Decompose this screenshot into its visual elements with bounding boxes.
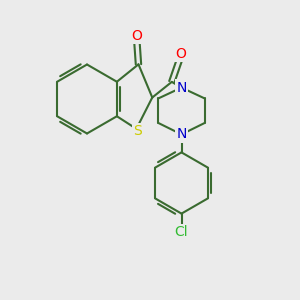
Text: N: N bbox=[176, 81, 187, 94]
Text: O: O bbox=[131, 29, 142, 43]
Text: O: O bbox=[175, 47, 186, 61]
Text: N: N bbox=[176, 128, 187, 141]
Text: S: S bbox=[134, 124, 142, 138]
Text: Cl: Cl bbox=[175, 225, 188, 239]
